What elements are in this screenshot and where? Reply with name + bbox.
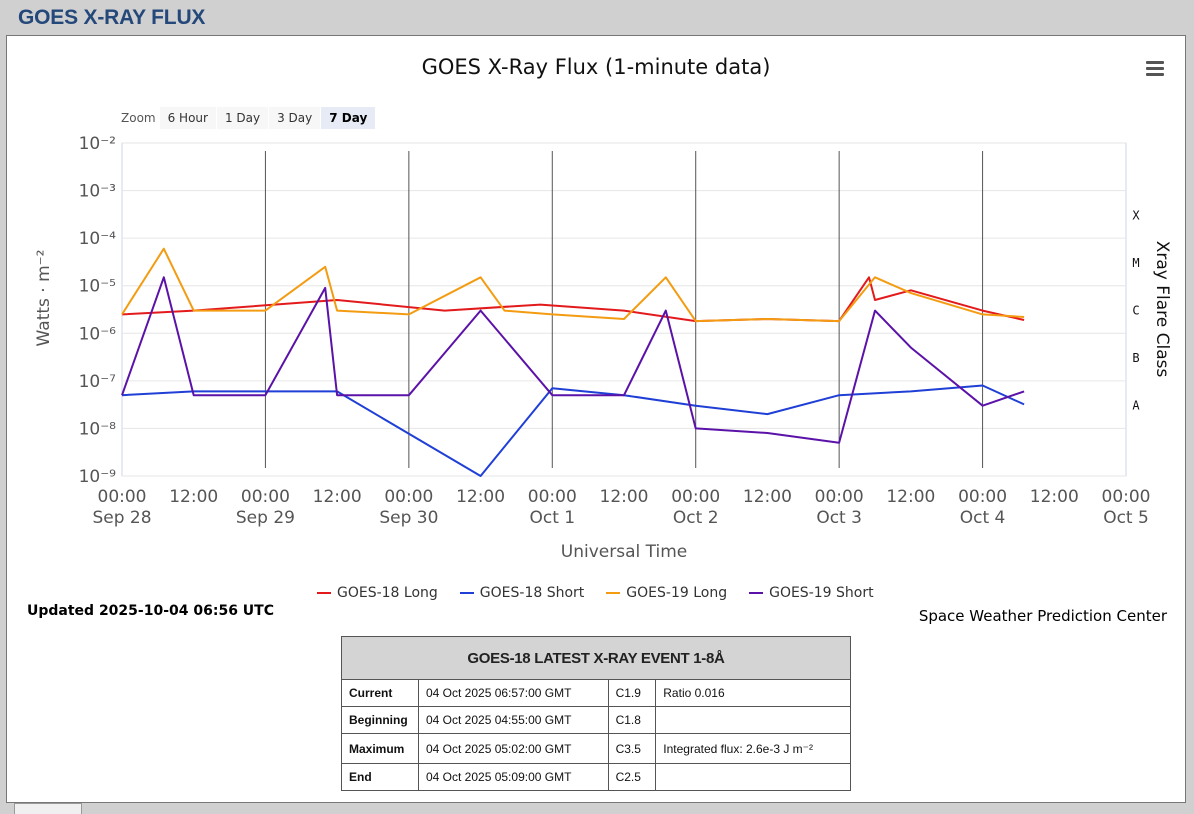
legend-item-goes18-long[interactable]: GOES-18 Long [317, 585, 438, 601]
flare-class-label: B [1132, 351, 1139, 365]
y2-axis-title: Xray Flare Class [1152, 241, 1172, 378]
event-row-class: C1.9 [607, 679, 657, 707]
zoom-7-day-button[interactable]: 7 Day [321, 107, 376, 129]
x-tick-label: 00:00 [241, 487, 290, 507]
event-row-extra: Integrated flux: 2.6e-3 J m⁻² [655, 733, 851, 764]
y-tick-label: 10⁻⁴ [79, 229, 117, 249]
x-tick-label: 12:00 [1030, 487, 1079, 507]
y-tick-label: 10⁻⁸ [79, 419, 117, 439]
legend-swatch [459, 592, 474, 594]
y-tick-label: 10⁻⁶ [79, 324, 117, 344]
x-tick-label: 12:00 [456, 487, 505, 507]
event-row-class: C1.8 [607, 706, 657, 734]
x-tick-date-label: Sep 29 [236, 508, 295, 528]
legend-item-goes18-short[interactable]: GOES-18 Short [459, 585, 585, 601]
x-tick-label: 00:00 [98, 487, 147, 507]
event-row-extra: Ratio 0.016 [655, 679, 851, 707]
x-tick-date-label: Sep 28 [92, 508, 151, 528]
page-title: GOES X-RAY FLUX [18, 6, 206, 29]
y-tick-label: 10⁻³ [79, 182, 116, 202]
zoom-6-hour-button[interactable]: 6 Hour [159, 107, 216, 129]
y-tick-label: 10⁻⁷ [79, 372, 117, 392]
x-tick-label: 12:00 [600, 487, 649, 507]
x-tick-date-label: Oct 3 [816, 508, 862, 528]
event-row-extra [655, 763, 851, 791]
zoom-controls: Zoom 6 Hour 1 Day 3 Day 7 Day [121, 106, 376, 130]
y-tick-label: 10⁻⁹ [79, 467, 117, 487]
event-row-time: 04 Oct 2025 06:57:00 GMT [418, 679, 609, 707]
event-row-extra [655, 706, 851, 734]
x-tick-date-label: Oct 2 [673, 508, 719, 528]
xray-flux-chart: 10⁻²10⁻³10⁻⁴10⁻⁵10⁻⁶10⁻⁷10⁻⁸10⁻⁹00:00Sep… [34, 134, 1172, 562]
y-axis-title: Watts · m⁻² [34, 250, 54, 347]
chart-legend: GOES-18 Long GOES-18 Short GOES-19 Long … [317, 585, 896, 601]
flare-class-label: C [1132, 304, 1139, 318]
x-tick-date-label: Oct 1 [529, 508, 575, 528]
legend-label: GOES-18 Long [337, 585, 438, 601]
chart-title: GOES X-Ray Flux (1-minute data) [421, 55, 771, 79]
x-tick-label: 00:00 [384, 487, 433, 507]
updated-timestamp: Updated 2025-10-04 06:56 UTC [27, 603, 274, 619]
legend-swatch [749, 592, 764, 594]
legend-item-goes19-long[interactable]: GOES-19 Long [606, 585, 727, 601]
latest-event-table: GOES-18 LATEST X-RAY EVENT 1-8Å Current … [341, 636, 851, 791]
x-tick-label: 12:00 [886, 487, 935, 507]
zoom-label: Zoom [121, 111, 156, 125]
y-tick-label: 10⁻⁵ [79, 277, 116, 297]
event-row-time: 04 Oct 2025 05:09:00 GMT [418, 763, 609, 791]
event-row-label: Maximum [341, 733, 419, 764]
x-tick-label: 12:00 [169, 487, 218, 507]
event-row-time: 04 Oct 2025 05:02:00 GMT [418, 733, 609, 764]
event-row-label: End [341, 763, 419, 791]
legend-label: GOES-19 Long [626, 585, 728, 601]
legend-label: GOES-18 Short [479, 585, 585, 601]
event-table-title: GOES-18 LATEST X-RAY EVENT 1-8Å [341, 636, 851, 680]
event-row-time: 04 Oct 2025 04:55:00 GMT [418, 706, 609, 734]
x-tick-date-label: Oct 4 [960, 508, 1006, 528]
event-row-label: Beginning [341, 706, 419, 734]
table-row: End 04 Oct 2025 05:09:00 GMT C2.5 [341, 763, 851, 791]
event-row-class: C2.5 [607, 763, 657, 791]
x-tick-label: 00:00 [815, 487, 864, 507]
x-tick-label: 00:00 [958, 487, 1007, 507]
flare-class-label: X [1132, 208, 1140, 222]
x-tick-label: 12:00 [313, 487, 362, 507]
y-tick-label: 10⁻² [79, 134, 116, 154]
x-tick-date-label: Oct 5 [1103, 508, 1149, 528]
x-axis-title: Universal Time [561, 542, 687, 562]
table-row: Beginning 04 Oct 2025 04:55:00 GMT C1.8 [341, 706, 851, 734]
series-line-3 [121, 247, 1025, 323]
legend-swatch [606, 592, 621, 594]
series-line-2 [121, 384, 1025, 477]
x-tick-label: 12:00 [743, 487, 792, 507]
x-tick-label: 00:00 [1102, 487, 1151, 507]
event-row-label: Current [341, 679, 419, 707]
x-tick-label: 00:00 [528, 487, 577, 507]
flare-class-label: M [1132, 256, 1139, 270]
flare-class-label: A [1132, 399, 1140, 413]
table-row: Maximum 04 Oct 2025 05:02:00 GMT C3.5 In… [341, 733, 851, 764]
zoom-3-day-button[interactable]: 3 Day [269, 107, 321, 129]
legend-label: GOES-19 Short [769, 585, 874, 601]
legend-item-goes19-short[interactable]: GOES-19 Short [749, 585, 874, 601]
legend-swatch [317, 592, 331, 594]
x-tick-date-label: Sep 30 [379, 508, 438, 528]
chart-menu-icon[interactable] [1146, 61, 1164, 77]
series-line-4 [121, 276, 1025, 444]
x-tick-label: 00:00 [671, 487, 720, 507]
table-row: Current 04 Oct 2025 06:57:00 GMT C1.9 Ra… [341, 679, 851, 707]
chart-panel: 10⁻² 10⁻³ 10⁻⁴ 10⁻⁵ 10⁻⁶ 10⁻⁷ 10⁻⁸ 10⁻⁹ 00:00 Sep… [6, 35, 1186, 803]
zoom-1-day-button[interactable]: 1 Day [216, 107, 269, 129]
event-row-class: C3.5 [607, 733, 657, 764]
credit-text: Space Weather Prediction Center [918, 607, 1167, 625]
